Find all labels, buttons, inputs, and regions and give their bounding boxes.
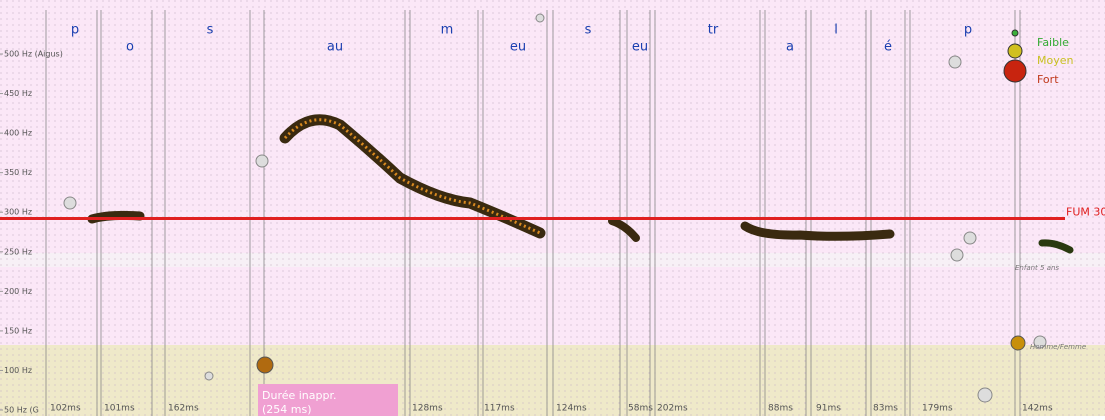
y-tick-label: 300 Hz — [4, 208, 32, 217]
phoneme-label: au — [327, 40, 343, 55]
duration-label: 88ms — [768, 404, 793, 414]
duration-label: 202ms — [657, 404, 688, 414]
legend-marker — [1007, 43, 1023, 59]
annotation: Durée inappr. — [262, 389, 337, 402]
y-tick-label: 150 Hz — [4, 326, 32, 335]
duration-label: 117ms — [484, 404, 515, 414]
y-tick-label: 500 Hz (Aigus) — [4, 50, 63, 59]
duration-label: 91ms — [816, 404, 841, 414]
duration-label: 128ms — [412, 404, 443, 414]
zone-label: Homme/Femme — [1030, 343, 1086, 351]
duration-label: 179ms — [922, 404, 953, 414]
phoneme-label: eu — [510, 40, 526, 55]
phoneme-label: eu — [632, 40, 648, 55]
annotation: (254 ms) — [262, 403, 312, 416]
phoneme-label: p — [964, 23, 972, 38]
y-tick-label: 200 Hz — [4, 287, 32, 296]
legend-label: Fort — [1037, 73, 1059, 86]
pitch-curve — [740, 221, 895, 241]
energy-point — [256, 356, 274, 374]
phoneme-label: m — [441, 23, 454, 38]
y-tick-label: 350 Hz — [4, 168, 32, 177]
duration-label: 124ms — [556, 404, 587, 414]
phoneme-label: s — [207, 23, 214, 38]
duration-label: 162ms — [168, 404, 199, 414]
noise-points — [63, 13, 1047, 403]
annotation-box — [258, 384, 398, 416]
phoneme-label: tr — [708, 23, 719, 38]
y-tick-label: 450 Hz — [4, 89, 32, 98]
duration-label: 101ms — [104, 404, 135, 414]
y-tick-label: 400 Hz — [4, 129, 32, 138]
phoneme-label: p — [71, 23, 79, 38]
phoneme-label: é — [884, 40, 892, 55]
duration-label: 83ms — [873, 404, 898, 414]
legend-label: Faible — [1037, 36, 1069, 49]
y-tick-label: 50 Hz (G — [4, 406, 39, 415]
phoneme-label: a — [786, 40, 794, 55]
phoneme-label: l — [834, 23, 838, 38]
legend-label: Moyen — [1037, 54, 1073, 67]
duration-label: 102ms — [50, 404, 81, 414]
pitch-curve — [608, 217, 640, 242]
phoneme-label: o — [126, 40, 134, 55]
legend-marker — [1011, 29, 1019, 37]
y-tick-label: 250 Hz — [4, 247, 32, 256]
y-tick-label: 100 Hz — [4, 366, 32, 375]
pitch-curve — [1038, 239, 1074, 254]
reference-label: FUM 30 — [1066, 206, 1105, 219]
phoneme-label: s — [585, 23, 592, 38]
legend-marker — [1003, 59, 1027, 83]
zone-label: Enfant 5 ans — [1015, 264, 1059, 272]
pitch-curve-detail — [283, 118, 541, 235]
duration-label: 142ms — [1022, 404, 1053, 414]
energy-point — [1010, 335, 1026, 351]
duration-label: 58ms — [628, 404, 653, 414]
